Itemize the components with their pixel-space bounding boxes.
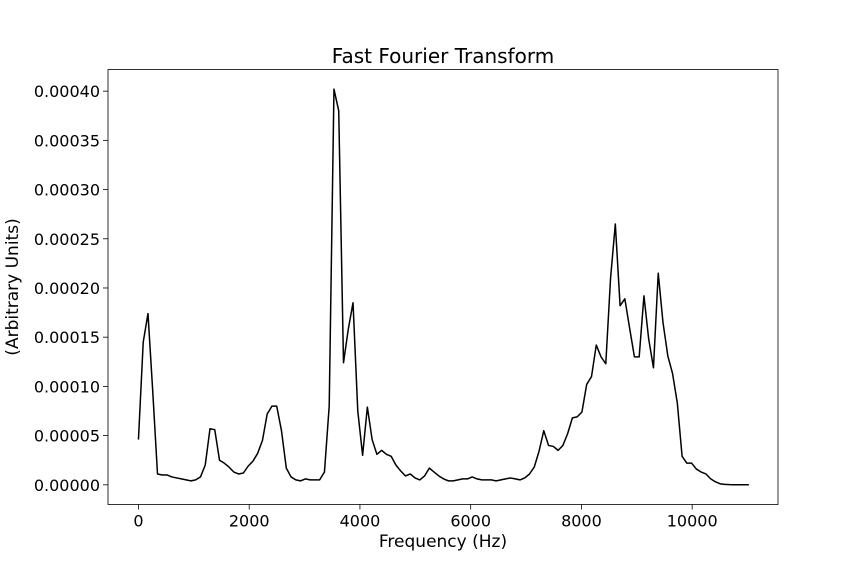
fft-series-line: [137, 88, 749, 486]
y-tick-label: 0.00030: [34, 181, 100, 200]
y-tick-label: 0.00020: [34, 279, 100, 298]
y-tick-label: 0.00010: [34, 377, 100, 396]
plot-area: [107, 69, 779, 505]
x-tick-label: 10000: [667, 512, 718, 531]
y-tick-label: 0.00005: [34, 427, 100, 446]
y-tick-label: 0.00015: [34, 328, 100, 347]
y-tick-label: 0.00025: [34, 230, 100, 249]
y-tick-label: 0.00040: [34, 82, 100, 101]
x-tick-label: 8000: [561, 512, 602, 531]
y-tick-label: 0.00000: [34, 476, 100, 495]
x-tick-label: 4000: [340, 512, 381, 531]
x-tick-label: 2000: [229, 512, 270, 531]
x-axis-ticks: 0 2000 4000 6000 8000 10000: [133, 504, 718, 531]
x-axis-label: Frequency (Hz): [379, 532, 507, 552]
y-axis-ticks: 0.00000 0.00005 0.00010 0.00015 0.00020 0.000…: [34, 82, 108, 495]
x-tick-label: 0: [133, 512, 143, 531]
x-tick-label: 6000: [450, 512, 491, 531]
chart-title: Fast Fourier Transform: [332, 44, 554, 68]
y-axis-label: (Arbitrary Units): [3, 218, 23, 355]
y-tick-label: 0.00035: [34, 131, 100, 150]
